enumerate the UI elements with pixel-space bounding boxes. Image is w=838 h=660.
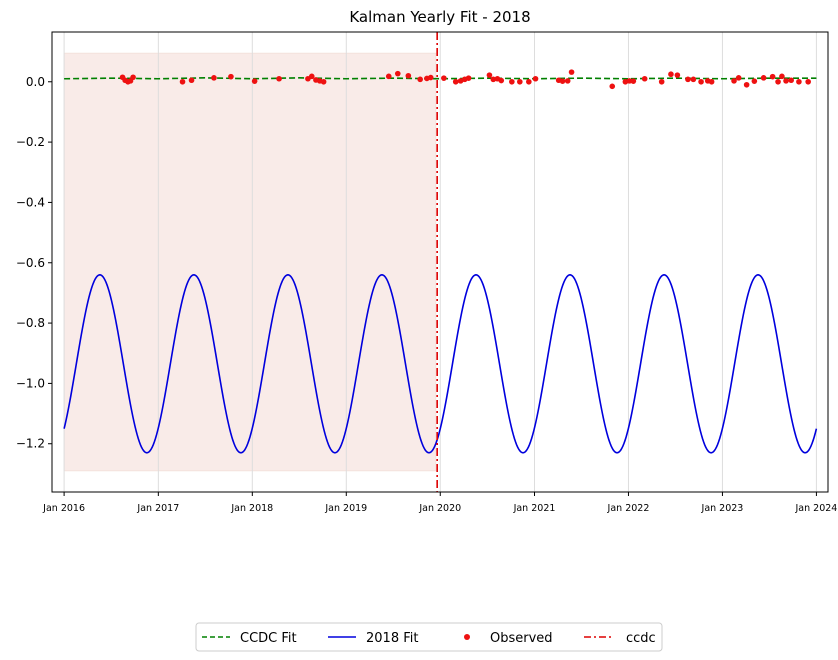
observed-point [517,78,523,85]
observed-point [609,83,616,90]
observed-point [486,72,493,78]
legend-swatch-observed [464,634,470,640]
observed-point [427,74,434,81]
y-tick-label: −0.4 [16,195,45,209]
x-tick-label: Jan 2019 [324,503,367,514]
fit-2018-line [63,274,818,454]
grid-layer [63,32,817,492]
observed-point [769,73,776,80]
x-tick-label: Jan 2018 [230,503,273,514]
x-tick-label: Jan 2024 [794,503,837,514]
observed-point [452,78,459,85]
observed-point [276,75,282,82]
observed-point [751,78,758,84]
observed-points-layer [119,69,811,90]
observed-point [805,78,811,85]
observed-point [211,75,217,81]
observed-point [685,76,691,83]
observed-point [405,72,412,79]
observed-point [465,75,472,81]
y-tick-label: −0.2 [16,135,45,149]
shaded-region-layer [63,52,437,472]
legend-label-ccdc-fit: CCDC Fit [240,631,297,646]
observed-point [690,76,697,83]
observed-point [783,78,789,84]
observed-point [731,78,737,84]
y-tick-label: −0.6 [16,256,45,270]
x-tick-label: Jan 2020 [418,503,461,514]
observed-point [796,78,802,85]
observed-point [568,69,575,75]
observed-point [509,78,515,85]
observed-point [735,75,742,81]
x-tick-label: Jan 2022 [607,503,650,514]
legend-frame [195,622,663,652]
x-tick-label: Jan 2016 [42,503,85,514]
plot-area [51,31,829,493]
shaded-region [63,52,437,472]
x-tick-label: Jan 2017 [136,503,179,514]
observed-point [308,73,315,80]
x-tick-label: Jan 2021 [513,503,556,514]
observed-point [630,78,637,84]
y-tick-label: −1.0 [16,376,45,390]
observed-point [228,73,234,80]
observed-point [708,78,715,85]
observed-point [320,78,327,85]
observed-point [779,73,785,80]
legend-label-2018-fit: 2018 Fit [366,631,418,646]
observed-point [394,70,401,77]
observed-point [760,75,767,81]
y-tick-label: −0.8 [16,316,45,330]
observed-point [179,78,186,85]
observed-point [532,75,539,82]
observed-point [788,77,794,84]
observed-point [674,72,681,78]
chart-title: Kalman Yearly Fit - 2018 [349,8,530,26]
observed-point [698,78,704,85]
y-axis: 0.0 −0.2 −0.4 −0.6 −0.8 −1.0 −1.2 [16,75,52,451]
legend-label-ccdc: ccdc [626,631,656,646]
legend: CCDC Fit 2018 Fit Observed ccdc [195,622,663,652]
observed-point [743,81,750,88]
legend-label-observed: Observed [490,631,553,646]
observed-point [188,77,195,84]
y-tick-label: −1.2 [16,437,45,451]
observed-point [417,76,423,83]
observed-point [526,78,532,85]
observed-point [130,74,136,81]
observed-point [559,78,566,84]
observed-point [498,77,505,84]
observed-point [385,73,392,80]
observed-point [641,75,648,82]
observed-point [490,76,497,83]
observed-point [668,71,674,78]
observed-point [775,78,781,85]
observed-point [564,78,571,84]
observed-point [658,78,665,85]
observed-point [251,78,258,84]
observed-point [441,75,447,81]
y-tick-label: 0.0 [26,75,45,89]
x-axis: Jan 2016 Jan 2017 Jan 2018 Jan 2019 Jan 2020… [42,492,837,514]
x-tick-label: Jan 2023 [701,503,744,514]
